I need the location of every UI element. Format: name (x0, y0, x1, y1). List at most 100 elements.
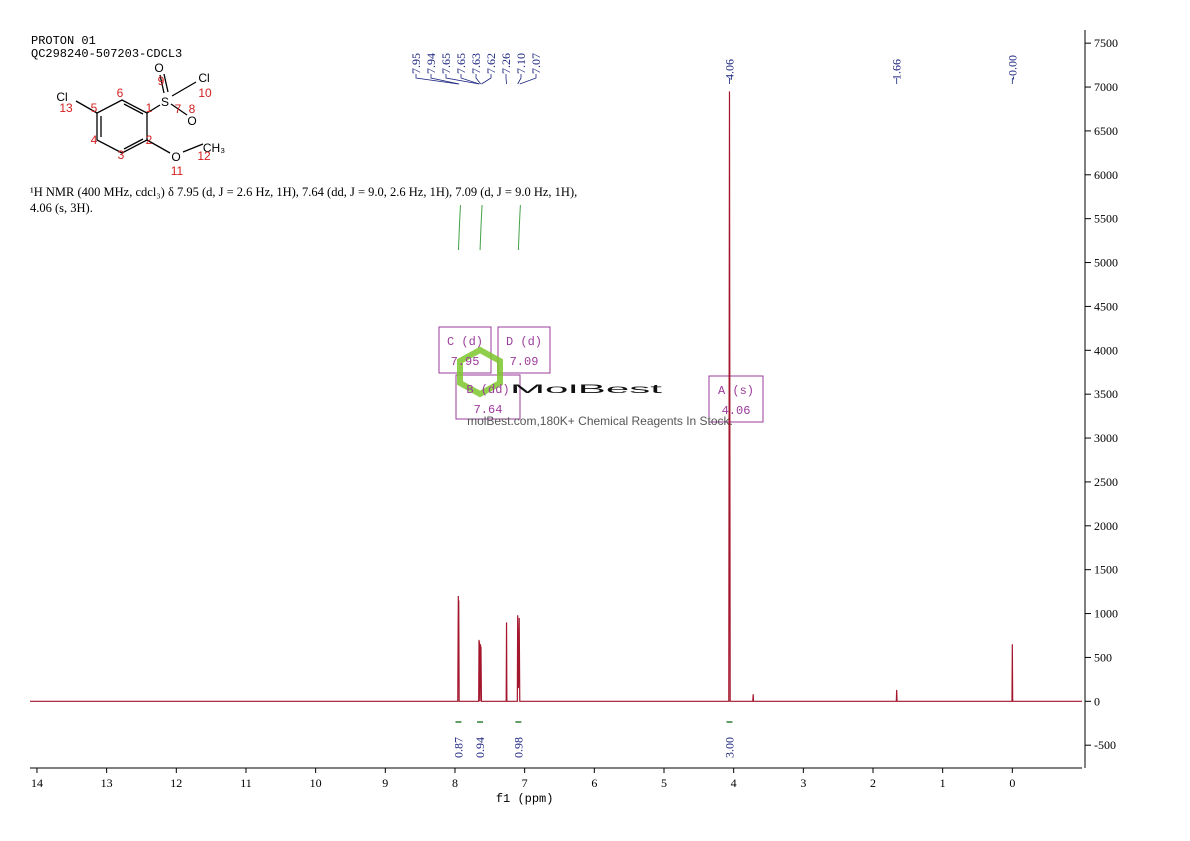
atom-number: 3 (118, 148, 125, 162)
peak-leader (481, 74, 492, 85)
atom-label: CH₃ (203, 141, 225, 155)
peak-label: 7.95 (409, 53, 423, 74)
x-tick-label: 7 (522, 776, 528, 790)
spectrum-line (30, 91, 1082, 702)
atom-label: Cl (56, 90, 67, 104)
atom-label: Cl (198, 71, 209, 85)
x-tick-label: 11 (240, 776, 252, 790)
peak-leader (430, 74, 460, 85)
y-tick-label: 3000 (1094, 431, 1118, 445)
bond (163, 73, 169, 93)
ring (96, 99, 148, 154)
atom-number: 4 (91, 133, 98, 147)
peak-label: 4.06 (722, 59, 736, 80)
y-tick-label: 2000 (1094, 519, 1118, 533)
y-tick-label: 7000 (1094, 80, 1118, 94)
y-tick-label: 2500 (1094, 475, 1118, 489)
x-tick-label: 6 (591, 776, 597, 790)
peak-leader (519, 74, 537, 85)
atom-number: 8 (189, 102, 196, 116)
atom-number: 9 (158, 74, 165, 88)
y-tick-label: 4500 (1094, 299, 1118, 313)
bond (171, 81, 197, 97)
atom-number: 2 (146, 133, 153, 147)
multiplet-box (455, 374, 521, 420)
peak-label: 7.62 (484, 53, 498, 74)
peak-leader (517, 74, 522, 85)
integral-curve (457, 204, 461, 251)
multiplet-label: A (s) (718, 384, 754, 398)
peak-leader (460, 74, 480, 85)
x-tick-label: 5 (661, 776, 667, 790)
multiplet-shift: 4.06 (722, 404, 751, 418)
watermark-logo (457, 346, 503, 398)
multiplet-box (438, 326, 492, 374)
watermark-brand: MolBest (510, 382, 664, 396)
x-tick-label: 1 (940, 776, 946, 790)
atom-number: 7 (175, 102, 182, 116)
integral-label: 0.98 (511, 737, 525, 758)
y-tick-label: 500 (1094, 650, 1112, 664)
multiplet-box (708, 375, 764, 423)
atom-number: 13 (59, 101, 73, 115)
peak-label: 7.63 (469, 53, 483, 74)
peak-label: 1.66 (890, 59, 904, 80)
peak-label: -0.00 (1005, 55, 1019, 80)
y-tick-label: 4000 (1094, 343, 1118, 357)
y-tick-label: 3500 (1094, 387, 1118, 401)
atom-number: 5 (91, 101, 98, 115)
x-tick-label: 4 (731, 776, 737, 790)
x-tick-label: 0 (1009, 776, 1015, 790)
watermark-tagline: molBest.com,180K+ Chemical Reagents In S… (467, 414, 733, 428)
peak-label: 7.65 (454, 53, 468, 74)
x-tick-label: 10 (310, 776, 322, 790)
multiplet-box (497, 326, 551, 374)
atom-label: O (154, 61, 163, 75)
atom-number: 12 (197, 149, 211, 163)
bond (170, 103, 188, 116)
multiplet-shift: 7.95 (451, 355, 480, 369)
y-tick-label: 0 (1094, 694, 1100, 708)
multiplet-label: D (d) (506, 335, 542, 349)
peak-leader (445, 74, 480, 85)
peak-label: 7.07 (529, 53, 543, 74)
x-tick-label: 8 (452, 776, 458, 790)
peak-leader (475, 74, 482, 85)
peak-leader (415, 74, 459, 85)
integral-curve (479, 204, 483, 251)
peak-label: 7.94 (424, 53, 438, 74)
peak-label: 7.10 (514, 53, 528, 74)
y-tick-label: 6500 (1094, 124, 1118, 138)
multiplet-shift: 7.09 (510, 355, 539, 369)
atom-number: 1 (146, 101, 153, 115)
x-tick-label: 2 (870, 776, 876, 790)
description: ¹H NMR (400 MHz, cdcl₃) δ 7.95 (d, J = 2… (30, 185, 578, 215)
bond (75, 100, 98, 114)
atom-number: 11 (171, 164, 184, 178)
x-tick-label: 3 (800, 776, 806, 790)
bond (182, 143, 204, 153)
atom-number: 10 (198, 86, 212, 100)
x-axis-label: f1 (ppm) (496, 792, 554, 806)
y-tick-label: 5500 (1094, 212, 1118, 226)
molecule (75, 73, 204, 154)
multiplet-label: C (d) (447, 335, 483, 349)
integral-label: 0.87 (451, 737, 465, 758)
peak-label: 7.26 (499, 53, 513, 74)
y-tick-label: 6000 (1094, 168, 1118, 182)
integral-curve (517, 204, 521, 251)
bond (159, 74, 165, 94)
y-tick-label: 7500 (1094, 36, 1118, 50)
multiplet-label: B (dd) (466, 383, 509, 397)
x-tick-label: 9 (382, 776, 388, 790)
header-line: QC298240-507203-CDCL3 (31, 47, 182, 61)
atom-label: S (161, 95, 169, 109)
bond (146, 104, 161, 114)
atom-number: 6 (117, 86, 124, 100)
y-tick-label: 5000 (1094, 256, 1118, 270)
peak-leader (505, 74, 507, 85)
multiplet-shift: 7.64 (474, 403, 503, 417)
bond (123, 138, 144, 150)
bond (146, 139, 171, 154)
